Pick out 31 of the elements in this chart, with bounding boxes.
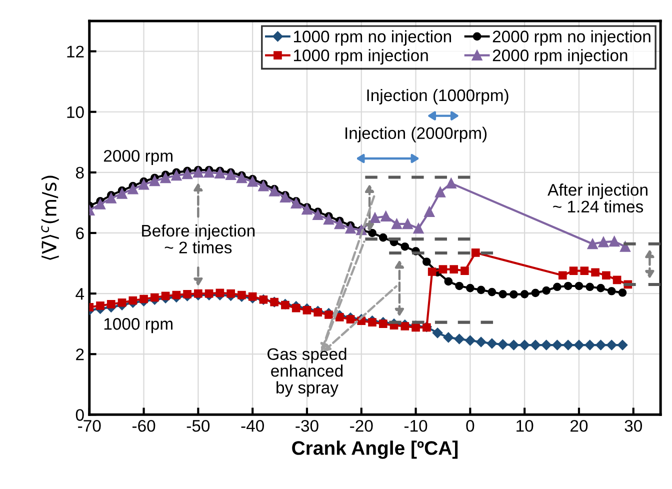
annotation: Gas speed enhanced by spray [268,348,346,397]
x-tick-label: -10 [404,420,428,432]
y-tick-label: 10 [67,106,84,118]
annotation: Injection (1000rpm) [367,88,508,104]
x-tick-label: -50 [186,420,210,432]
x-axis-title: Crank Angle [ºCA] [292,440,458,459]
y-tick-label: 8 [76,166,84,179]
annotation: Injection (2000rpm) [346,126,487,142]
legend-label: 1000 rpm injection [294,49,428,65]
x-tick-label: -20 [350,420,373,432]
x-tick-label: -30 [296,420,318,432]
y-axis-title: ⟨V̄⟩$^{c}$(m/s) [41,176,59,260]
annotation: 1000 rpm [104,318,172,334]
x-tick-label: 20 [570,420,588,432]
x-tick-label: -70 [78,420,101,432]
y-tick-label: 2 [76,348,84,360]
x-tick-label: 30 [624,420,642,432]
annotation: 2000 rpm [104,150,172,166]
y-tick-label: 12 [67,46,84,58]
legend-label: 1000 rpm no injection [294,30,451,46]
y-tick-label: 6 [76,227,84,240]
x-tick-label: 0 [466,420,474,432]
annotation: After injection ~ 1.24 times [548,184,648,213]
legend-label: 2000 rpm no injection [492,30,650,46]
annotation: Before injection ~ 2 times [142,224,255,254]
x-tick-label: 10 [516,420,534,432]
legend-label: 2000 rpm injection [492,49,628,65]
x-tick-label: -60 [132,420,156,432]
y-tick-label: 0 [76,409,84,421]
y-tick-label: 4 [76,288,84,300]
x-tick-label: -40 [241,420,264,432]
